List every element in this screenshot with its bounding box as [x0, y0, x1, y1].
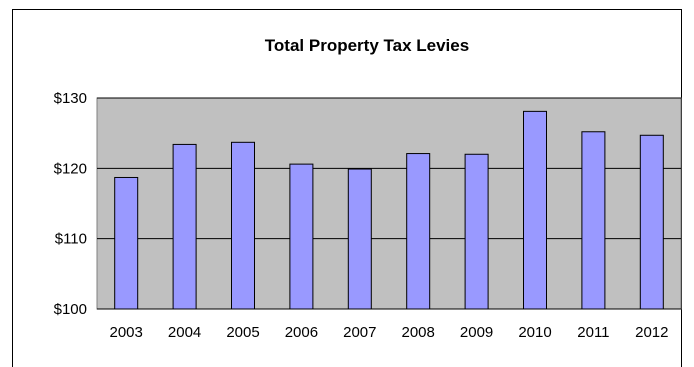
bar-2009	[464, 153, 489, 310]
x-tick-label: 2009	[460, 324, 493, 341]
x-tick-label: 2012	[635, 324, 668, 341]
x-tick-label: 2004	[168, 324, 201, 341]
x-tick-label: 2003	[110, 324, 143, 341]
x-tick-label: 2007	[343, 324, 376, 341]
y-tick-label: $130	[54, 90, 87, 107]
x-tick-label: 2010	[518, 324, 551, 341]
x-tick-label: 2008	[402, 324, 435, 341]
bar-2007	[347, 168, 372, 310]
bars	[114, 110, 664, 310]
bar-2012	[639, 134, 664, 310]
bar-2011	[581, 131, 606, 310]
bar-2006	[289, 163, 314, 310]
x-axis-tick-labels: 2003 2004 2005 2006 2007 2008 2009 2010 2011 2012	[110, 324, 669, 341]
chart-title: Total Property Tax Levies	[265, 36, 469, 55]
bar-2008	[406, 153, 431, 310]
bar-2003	[114, 176, 139, 310]
bar-2004	[172, 143, 197, 310]
y-axis-tick-labels: $100 $110 $120 $130	[54, 90, 87, 318]
x-tick-label: 2011	[577, 324, 609, 341]
y-tick-label: $110	[55, 231, 87, 248]
y-tick-label: $120	[54, 160, 87, 177]
x-tick-label: 2005	[226, 324, 259, 341]
x-tick-label: 2006	[285, 324, 318, 341]
y-tick-label: $100	[54, 301, 87, 318]
bar-2005	[231, 141, 255, 310]
bar-2010	[523, 110, 547, 310]
